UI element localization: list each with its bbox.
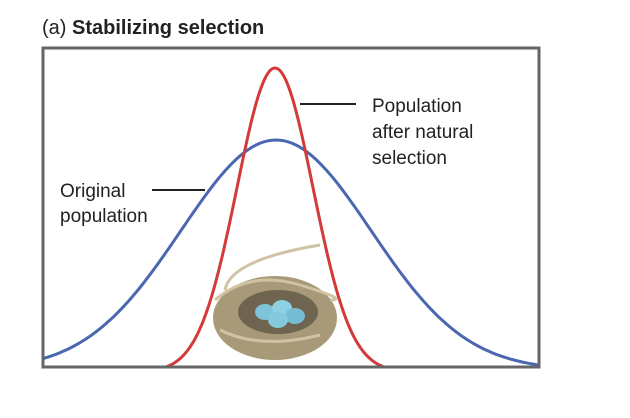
nest	[213, 243, 338, 360]
selected-curve	[164, 66, 386, 366]
label-line: Original	[60, 181, 125, 202]
panel-title: Stabilizing selection	[72, 17, 264, 39]
panel-label: (a)	[42, 17, 66, 39]
plot-frame	[41, 46, 541, 369]
label-line: selection	[372, 148, 447, 169]
label-line: population	[60, 206, 148, 227]
egg	[285, 308, 305, 324]
plot-area	[44, 66, 538, 366]
label-line: Population	[372, 96, 462, 117]
label-line: after natural	[372, 122, 473, 143]
figure-title: (a) Stabilizing selection	[42, 17, 264, 39]
original-curve	[44, 138, 538, 366]
original-label: Original population	[60, 181, 148, 227]
egg	[268, 312, 288, 328]
nest-twigs	[214, 243, 338, 343]
after-label: Population after natural selection	[372, 96, 479, 169]
